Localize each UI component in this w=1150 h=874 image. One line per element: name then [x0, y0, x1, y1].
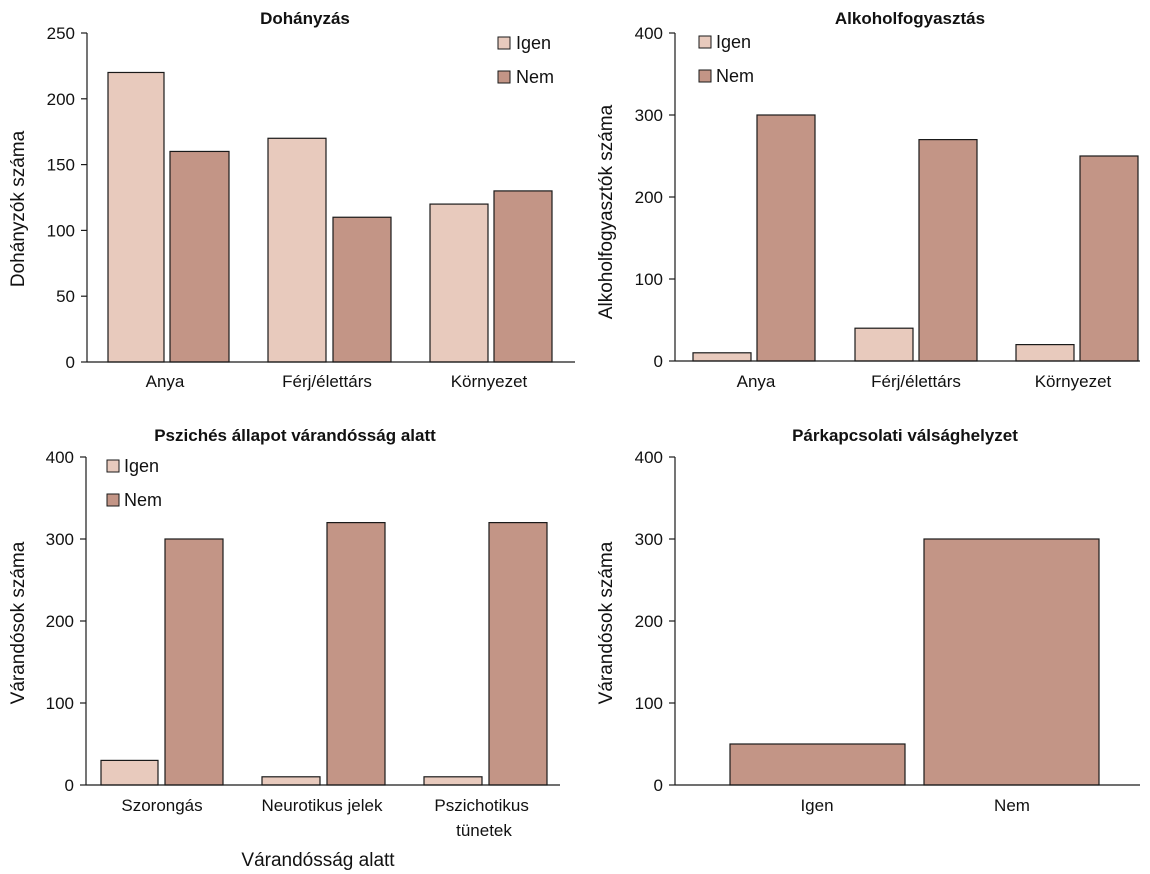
bar-nem [169, 150, 230, 363]
panel-alkoholfogyasztas: Alkoholfogyasztás Alkoholfogyasztók szám… [596, 9, 1140, 391]
x-ticks-alkoholfogyasztas: Anya Férj/élettárs Környezet [737, 372, 1112, 391]
x-tick-label: Pszichotikus tünetek [434, 796, 533, 840]
y-ticks-alkoholfogyasztas: 0 100 200 300 400 [635, 24, 675, 371]
x-tick-label: Férj/élettárs [871, 372, 961, 391]
chart-title-dohanyzas: Dohányzás [260, 9, 350, 28]
y-tick-label: 400 [46, 448, 74, 467]
legend-swatch-igen [698, 35, 712, 49]
bar [729, 743, 906, 786]
x-tick-label: Környezet [1035, 372, 1112, 391]
x-ticks-parkapcsolati: Igen Nem [800, 796, 1030, 815]
legend-swatch-nem [497, 70, 511, 84]
panel-dohanyzas: Dohányzás Dohányzók száma 0 50 100 150 200 25… [8, 9, 575, 391]
x-tick-label: Neurotikus jelek [262, 796, 383, 815]
bar-nem [918, 139, 978, 362]
y-tick-label: 100 [47, 221, 75, 240]
legend-label-igen: Igen [716, 32, 751, 52]
legend-swatch-nem [106, 493, 120, 507]
y-tick-label: 200 [635, 188, 663, 207]
legend-dohanyzas: Igen Nem [497, 33, 554, 87]
y-tick-label: 400 [635, 448, 663, 467]
y-ticks-parkapcsolati: 0 100 200 300 400 [635, 448, 675, 795]
bar-nem [488, 521, 548, 786]
x-ticks-dohanyzas: Anya Férj/élettárs Környezet [146, 372, 528, 391]
x-tick-label: Szorongás [121, 796, 202, 815]
bar-nem [493, 190, 553, 363]
y-tick-label: 0 [654, 352, 663, 371]
chart-title-parkapcsolati: Párkapcsolati válsághelyzet [792, 426, 1018, 445]
y-tick-label: 300 [635, 106, 663, 125]
x-tick-label: Anya [737, 372, 776, 391]
x-ticks-pszichés: Szorongás Neurotikus jelek Pszichotikus … [121, 796, 533, 840]
y-tick-label: 150 [47, 156, 75, 175]
bar-igen [854, 327, 914, 362]
bar-igen [692, 352, 752, 362]
legend-label-igen: Igen [516, 33, 551, 53]
bar-igen [1015, 344, 1075, 362]
bar-nem [332, 216, 392, 363]
y-ticks-pszichés: 0 100 200 300 400 [46, 448, 86, 795]
y-tick-label: 200 [46, 612, 74, 631]
bar-igen [107, 71, 165, 363]
legend-label-nem: Nem [716, 66, 754, 86]
y-axis-label-dohanyzas: Dohányzók száma [8, 130, 29, 287]
bar-igen [100, 759, 159, 786]
y-tick-label: 250 [47, 24, 75, 43]
x-tick-label: Férj/élettárs [282, 372, 372, 391]
y-tick-label: 0 [66, 353, 75, 372]
y-tick-label: 200 [635, 612, 663, 631]
y-tick-label: 50 [56, 287, 75, 306]
bar [923, 538, 1100, 786]
y-axis-label-parkapcsolati: Várandósok száma [596, 541, 617, 704]
bars-pszicheses-allapot [100, 521, 548, 786]
chart-title-alkoholfogyasztas: Alkoholfogyasztás [835, 9, 985, 28]
x-tick-label: Nem [994, 796, 1030, 815]
x-tick-label-line1: Pszichotikus [434, 796, 528, 815]
y-axis-label-alkoholfogyasztas: Alkoholfogyasztók száma [596, 104, 617, 319]
y-tick-label: 100 [46, 694, 74, 713]
legend-swatch-igen [497, 36, 511, 50]
y-tick-label: 0 [65, 776, 74, 795]
bar-igen [261, 776, 321, 786]
y-axis-label-psziches-allapot: Várandósok száma [8, 541, 29, 704]
legend-alkoholfogyasztas: Igen Nem [698, 32, 754, 86]
bar-nem [326, 521, 386, 786]
legend-pszichés: Igen Nem [106, 456, 162, 510]
chart-title-psziches-allapot: Pszichés állapot várandósság alatt [154, 426, 436, 445]
x-tick-label-line2: tünetek [456, 821, 512, 840]
bar-igen [429, 203, 489, 363]
bar-nem [164, 538, 224, 786]
bar-igen [423, 776, 483, 786]
y-tick-label: 300 [46, 530, 74, 549]
x-tick-label: Anya [146, 372, 185, 391]
bars-parkapcsolati [729, 538, 1100, 786]
y-tick-label: 400 [635, 24, 663, 43]
bar-nem [1079, 155, 1139, 362]
legend-swatch-nem [698, 69, 712, 83]
y-ticks-dohanyzas: 0 50 100 150 200 250 [47, 24, 87, 372]
legend-label-igen: Igen [124, 456, 159, 476]
x-tick-label: Igen [800, 796, 833, 815]
legend-swatch-igen [106, 459, 120, 473]
legend-label-nem: Nem [516, 67, 554, 87]
y-tick-label: 300 [635, 530, 663, 549]
y-tick-label: 0 [654, 776, 663, 795]
bars-alkoholfogyasztas [692, 114, 1139, 362]
bars-dohanyzas [107, 71, 553, 363]
bar-nem [756, 114, 816, 362]
panel-parkapcsolati: Párkapcsolati válsághelyzet Várandósok s… [596, 426, 1140, 815]
bar-igen [267, 137, 327, 363]
panel-psziches-allapot: Pszichés állapot várandósság alatt Váran… [8, 426, 560, 871]
y-tick-label: 100 [635, 694, 663, 713]
x-axis-label-pszichés: Várandósság alatt [241, 850, 395, 871]
y-tick-label: 200 [47, 90, 75, 109]
legend-label-nem: Nem [124, 490, 162, 510]
y-tick-label: 100 [635, 270, 663, 289]
x-tick-label: Környezet [451, 372, 528, 391]
